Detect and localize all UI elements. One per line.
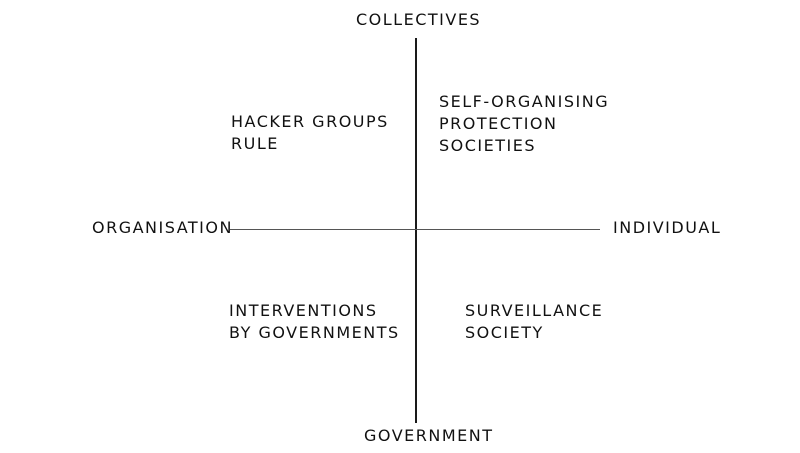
quadrant-bottom-right-line-2: SOCIETY xyxy=(465,323,544,342)
axis-label-top: COLLECTIVES xyxy=(356,10,482,29)
quadrant-top-right-line-1: SELF-ORGANISING xyxy=(439,92,610,111)
quadrant-top-right: SELF-ORGANISING PROTECTION SOCIETIES xyxy=(439,91,609,157)
quadrant-bottom-left: INTERVENTIONS BY GOVERNMENTS xyxy=(229,300,400,344)
quadrant-top-left-line-1: HACKER GROUPS xyxy=(231,112,389,131)
quadrant-bottom-left-line-1: INTERVENTIONS xyxy=(229,301,378,320)
horizontal-axis-line xyxy=(230,229,600,231)
axis-label-bottom: GOVERNMENT xyxy=(364,426,494,445)
axis-label-right: INDIVIDUAL xyxy=(613,218,722,237)
quadrant-bottom-left-line-2: BY GOVERNMENTS xyxy=(229,323,400,342)
quadrant-bottom-right: SURVEILLANCE SOCIETY xyxy=(465,300,603,344)
quadrant-top-left-line-2: RULE xyxy=(231,134,279,153)
quadrant-bottom-right-line-1: SURVEILLANCE xyxy=(465,301,604,320)
axis-label-left: ORGANISATION xyxy=(92,218,233,237)
quadrant-top-left: HACKER GROUPS RULE xyxy=(231,111,389,155)
quadrant-top-right-line-3: SOCIETIES xyxy=(439,136,537,155)
quadrant-top-right-line-2: PROTECTION xyxy=(439,114,558,133)
vertical-axis-line xyxy=(415,38,417,423)
